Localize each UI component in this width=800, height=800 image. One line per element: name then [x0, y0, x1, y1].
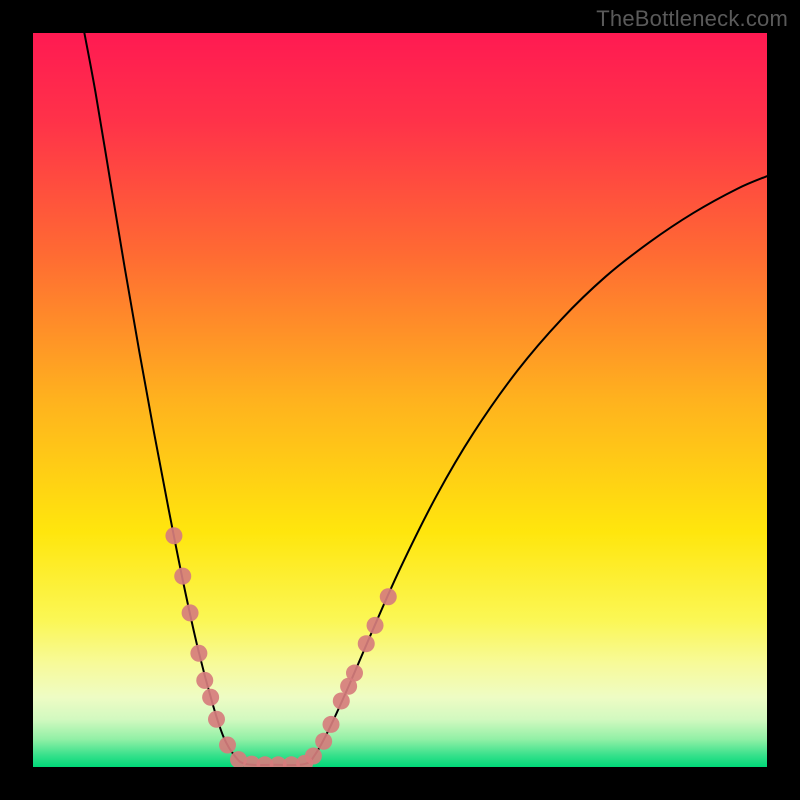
marker-dot: [367, 617, 384, 634]
marker-dot: [333, 692, 350, 709]
marker-dot: [190, 645, 207, 662]
plot-background-gradient: [33, 33, 767, 767]
marker-dot: [196, 672, 213, 689]
marker-dot: [208, 711, 225, 728]
marker-dot: [182, 604, 199, 621]
marker-dot: [165, 527, 182, 544]
marker-dot: [323, 716, 340, 733]
marker-dot: [305, 747, 322, 764]
bottleneck-chart: [0, 0, 800, 800]
marker-dot: [174, 568, 191, 585]
marker-dot: [380, 588, 397, 605]
marker-dot: [315, 733, 332, 750]
marker-dot: [346, 665, 363, 682]
chart-container: TheBottleneck.com: [0, 0, 800, 800]
watermark-text: TheBottleneck.com: [596, 6, 788, 32]
marker-dot: [358, 635, 375, 652]
marker-dot: [219, 736, 236, 753]
marker-dot: [202, 689, 219, 706]
